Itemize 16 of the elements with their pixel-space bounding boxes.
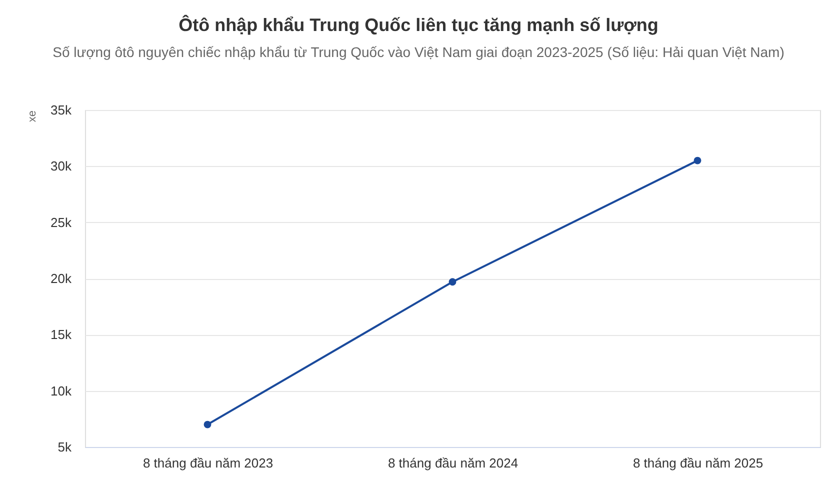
y-tick-label: 20k xyxy=(50,271,72,286)
x-tick-label: 8 tháng đầu năm 2025 xyxy=(632,456,764,470)
chart-subtitle: Số lượng ôtô nguyên chiếc nhập khẩu từ Trung Quốc vào Việt Nam giai đoạn 2023-2025 (Số liệu: Hải quan Việt Nam) xyxy=(52,44,784,60)
y-tick-label: 25k xyxy=(50,214,72,230)
y-axis-title: xe xyxy=(26,110,39,122)
x-tick-label: 8 tháng đầu năm 2023 xyxy=(142,456,274,470)
y-tick-label: 30k xyxy=(50,158,72,174)
point xyxy=(694,156,702,164)
y-tick-label: 10k xyxy=(50,383,72,398)
point xyxy=(448,278,456,286)
x-tick-label: 8 tháng đầu năm 2024 xyxy=(388,456,518,470)
y-tick-label: 15k xyxy=(50,327,72,342)
point xyxy=(204,420,212,428)
y-tick-label: 35k xyxy=(50,102,72,118)
y-tick-label: 5k xyxy=(58,440,72,454)
chart-title: Ôtô nhập khẩu Trung Quốc liên tục tăng mạnh số lượng xyxy=(178,14,658,35)
